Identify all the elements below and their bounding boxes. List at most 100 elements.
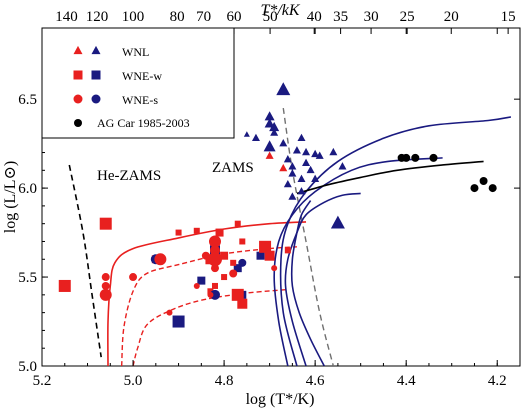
top-tick-label-2: 120 (86, 9, 109, 25)
data-point-6 (270, 128, 279, 136)
track-lines (68, 107, 512, 366)
x-axis-label: log (T*/K) (246, 391, 315, 408)
track-line-4 (120, 246, 297, 366)
data-point-26 (288, 192, 297, 200)
data-point-56 (209, 289, 220, 300)
data-point-2 (276, 82, 291, 96)
zams-label: ZAMS (212, 160, 254, 176)
data-point-13 (302, 147, 311, 156)
data-point-14 (311, 149, 320, 158)
data-point-77 (429, 153, 438, 162)
top-tick-label-1: 140 (55, 9, 78, 25)
legend-marker-wnl-blue (91, 45, 101, 55)
track-line-3 (107, 221, 307, 366)
top-tick-label-10: 30 (364, 9, 379, 25)
y-tick-label-2: 5.5 (18, 270, 37, 286)
data-point-64 (166, 309, 173, 316)
legend-label-wnl: WNL (122, 45, 149, 59)
top-tick-label-5: 70 (196, 9, 211, 25)
y-tick-label-3: 6.0 (18, 181, 37, 197)
top-tick-label-9: 35 (333, 9, 348, 25)
top-tick-label-13: 15 (501, 9, 516, 25)
data-point-62 (129, 273, 138, 282)
legend-marker-ag-car (74, 119, 82, 127)
top-tick-label-11: 25 (400, 9, 415, 25)
data-point-19 (297, 174, 306, 182)
data-point-72 (207, 291, 214, 298)
data-point-16 (283, 155, 292, 163)
data-point-30 (279, 163, 288, 172)
data-point-65 (208, 235, 221, 248)
data-point-59 (99, 288, 112, 301)
data-point-9 (263, 140, 276, 152)
data-point-52 (221, 274, 228, 281)
top-tick-label-4: 80 (170, 9, 185, 25)
data-point-51 (211, 282, 218, 289)
data-point-17 (288, 162, 297, 170)
data-point-79 (479, 176, 488, 185)
data-point-3 (264, 111, 275, 121)
legend-marker-wnl-red (73, 45, 83, 55)
y-tick-label-4: 6.5 (18, 92, 37, 108)
data-point-29 (265, 151, 274, 159)
y-axis-label: log (L/L⊙) (2, 161, 19, 234)
data-point-80 (488, 184, 497, 193)
track-line-5 (132, 288, 288, 366)
data-point-48 (284, 247, 291, 254)
legend-marker-wne-s-red (73, 94, 83, 104)
legend-marker-wne-s-blue (91, 94, 101, 104)
data-point-46 (259, 240, 272, 253)
top-tick-label-6: 60 (227, 9, 242, 25)
data-point-10 (279, 139, 288, 147)
data-point-75 (402, 153, 411, 162)
he-zams-label: He-ZAMS (97, 168, 161, 184)
top-tick-label-8: 40 (307, 9, 322, 25)
data-point-44 (220, 251, 229, 260)
track-line-2 (282, 107, 335, 366)
data-point-18 (288, 169, 297, 177)
data-point-43 (239, 238, 246, 245)
legend-marker-wne-w-blue (91, 70, 101, 80)
data-point-69 (201, 251, 210, 260)
data-point-25 (311, 174, 320, 182)
data-point-7 (251, 133, 260, 142)
y-tick-label-1: 5.0 (18, 359, 37, 375)
data-point-71 (193, 282, 200, 289)
legend-marker-wne-w-red (73, 70, 83, 80)
data-point-4 (264, 118, 275, 128)
data-point-47 (264, 250, 275, 261)
data-point-24 (283, 179, 292, 188)
data-point-76 (411, 153, 420, 162)
legend-label-wne-s: WNE-s (122, 93, 158, 107)
data-point-78 (470, 184, 479, 193)
x-tick-label-1: 5.2 (33, 373, 52, 389)
data-point-40 (193, 227, 200, 234)
data-point-73 (271, 265, 278, 272)
data-point-39 (175, 229, 182, 236)
data-point-45 (230, 259, 237, 266)
track-line-8 (284, 192, 361, 366)
x-tick-label-3: 4.8 (215, 373, 234, 389)
data-point-5 (269, 121, 280, 132)
data-point-33 (233, 264, 242, 273)
data-point-32 (197, 276, 206, 285)
data-point-31 (172, 315, 185, 328)
data-point-38 (99, 217, 112, 230)
top-tick-label-7: 50 (263, 9, 278, 25)
data-point-70 (229, 269, 238, 278)
data-point-21 (315, 151, 324, 159)
data-point-42 (234, 220, 241, 227)
data-point-58 (238, 258, 247, 267)
data-point-28 (330, 215, 345, 229)
top-tick-label-12: 20 (444, 9, 459, 25)
data-point-15 (302, 158, 311, 166)
x-tick-label-2: 5.0 (124, 373, 143, 389)
top-tick-label-3: 100 (122, 9, 145, 25)
x-tick-label-6: 4.2 (488, 373, 507, 389)
data-point-27 (297, 187, 306, 195)
data-point-60 (101, 273, 110, 282)
data-point-20 (306, 165, 315, 174)
legend: WNL WNE-w WNE-s AG Car 1985-2003 (41, 27, 235, 139)
track-line-10 (296, 160, 484, 195)
